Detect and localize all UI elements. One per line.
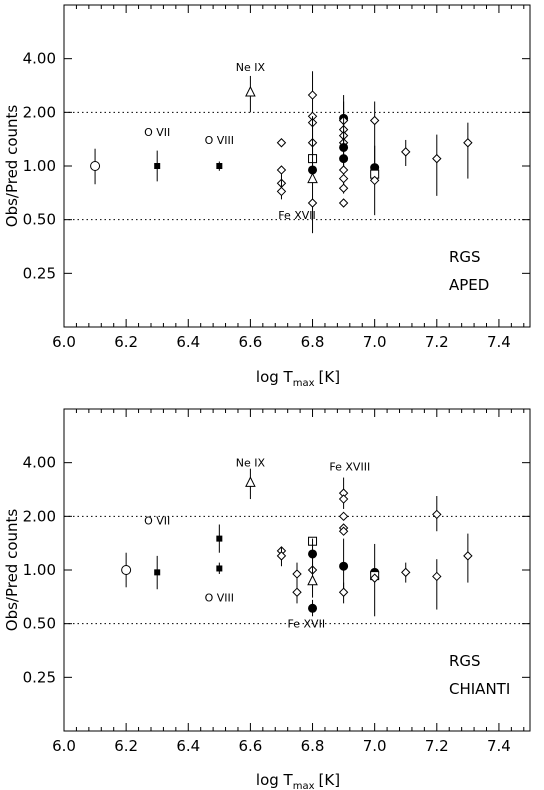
- x-tick-label: 7.0: [363, 333, 387, 351]
- y-axis-label: Obs/Pred counts: [3, 105, 21, 228]
- line-label: Fe XVII: [288, 618, 326, 631]
- panel-chianti: Obs/Pred counts log Tmax [K] RGS CHIANTI …: [3, 408, 531, 790]
- data-point-diamond: [276, 186, 287, 197]
- data-point-diamond: [292, 587, 302, 597]
- annotation-title: RGS: [449, 248, 481, 266]
- y-tick-label: 2.00: [23, 507, 56, 525]
- x-tick-label: 6.8: [301, 333, 325, 351]
- data-point-diamond: [432, 571, 442, 582]
- data-point-diamond: [338, 587, 349, 597]
- x-tick-label: 7.2: [425, 333, 449, 351]
- line-label: O VII: [144, 126, 170, 139]
- data-point-diamond: [369, 115, 380, 126]
- data-point-square-filled: [216, 565, 223, 572]
- x-axis-label-unit: [K]: [319, 368, 341, 386]
- x-axis-label-main: log T: [256, 368, 294, 386]
- y-tick-label: 4.00: [23, 454, 56, 472]
- data-point-diamond: [338, 526, 349, 536]
- data-point-triangle: [245, 85, 256, 97]
- x-axis-label-sub: max: [293, 781, 315, 790]
- line-label: Ne IX: [236, 457, 266, 470]
- y-axis-label: Obs/Pred counts: [3, 509, 21, 632]
- x-tick-label: 6.8: [301, 737, 325, 755]
- data-point-diamond: [338, 494, 349, 504]
- data-point-diamond: [369, 573, 380, 583]
- x-tick-label: 6.0: [52, 737, 76, 755]
- data-point-triangle: [245, 476, 256, 487]
- x-tick-label: 6.0: [52, 333, 76, 351]
- data-point-circle-filled: [339, 154, 349, 164]
- y-tick-label: 0.50: [23, 615, 56, 633]
- data-point-diamond: [338, 183, 349, 193]
- data-point-diamond: [307, 198, 318, 208]
- data-point-square-filled: [154, 163, 161, 169]
- x-tick-label: 6.2: [114, 333, 138, 351]
- x-tick-label: 7.2: [425, 737, 449, 755]
- data-point-diamond: [276, 165, 287, 175]
- panel-aped: Obs/Pred counts log Tmax [K] RGS APED 6.0…: [3, 4, 531, 389]
- x-tick-label: 6.6: [238, 333, 262, 351]
- x-tick-label: 7.4: [487, 737, 511, 755]
- data-point-square-filled: [154, 569, 161, 576]
- line-label: Ne IX: [236, 61, 266, 74]
- data-point-diamond: [338, 165, 349, 175]
- y-tick-label: 4.00: [23, 50, 56, 68]
- data-point-triangle: [307, 574, 318, 586]
- data-point-diamond: [463, 138, 473, 148]
- x-tick-label: 6.4: [176, 333, 200, 351]
- data-point-diamond: [292, 569, 302, 579]
- x-tick-label: 7.4: [487, 333, 511, 351]
- line-label: O VIII: [205, 592, 234, 605]
- data-point-circle-filled: [308, 603, 318, 613]
- data-point-diamond: [338, 198, 349, 208]
- x-axis-label-sub: max: [293, 378, 315, 389]
- line-label: O VII: [144, 514, 170, 527]
- data-point-diamond: [276, 551, 287, 561]
- y-tick-label: 1.00: [23, 561, 56, 579]
- y-tick-label: 0.25: [23, 668, 56, 686]
- line-label: Fe XVIII: [329, 461, 370, 474]
- data-point-diamond: [276, 138, 287, 148]
- data-point-circle-open: [121, 565, 132, 575]
- annotation-title: RGS: [449, 652, 481, 670]
- x-axis-label: log Tmax [K]: [256, 771, 340, 790]
- x-axis-label-main: log T: [256, 771, 294, 789]
- x-axis-label: log Tmax [K]: [256, 368, 340, 389]
- y-tick-label: 0.25: [23, 264, 56, 282]
- x-axis-label-unit: [K]: [319, 771, 341, 789]
- data-point-diamond: [307, 90, 318, 100]
- annotation-sub: CHIANTI: [449, 680, 510, 698]
- data-point-diamond: [463, 551, 473, 561]
- y-tick-label: 0.50: [23, 211, 56, 229]
- y-tick-label: 1.00: [23, 157, 56, 175]
- annotation-sub: APED: [449, 276, 489, 294]
- data-point-triangle: [307, 172, 318, 184]
- data-point-square-filled: [216, 163, 223, 169]
- line-label: Fe XVII: [278, 209, 316, 222]
- data-point-diamond: [338, 173, 349, 184]
- x-tick-label: 7.0: [363, 737, 387, 755]
- data-point-diamond: [369, 175, 380, 186]
- y-tick-label: 2.00: [23, 103, 56, 121]
- data-point-diamond: [338, 511, 349, 522]
- data-point-diamond: [401, 567, 411, 578]
- data-point-circle-filled: [339, 561, 349, 571]
- data-point-diamond: [432, 153, 442, 164]
- data-point-square-filled: [216, 535, 223, 542]
- line-label: O VIII: [205, 134, 234, 147]
- x-tick-label: 6.6: [238, 737, 262, 755]
- x-tick-label: 6.4: [176, 737, 200, 755]
- data-point-circle-open: [90, 161, 101, 171]
- data-point-diamond: [401, 147, 411, 157]
- x-tick-label: 6.2: [114, 737, 138, 755]
- data-point-diamond: [432, 509, 442, 520]
